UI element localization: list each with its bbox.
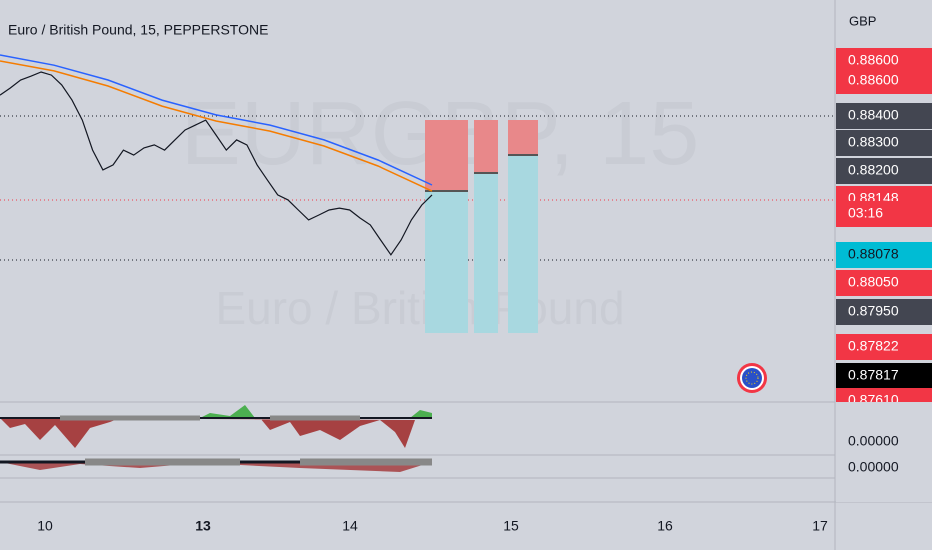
chart-title: Euro / British Pound, 15, PEPPERSTONE <box>8 22 268 38</box>
price-label-text: 0.88300 <box>848 134 899 150</box>
price-line <box>0 71 433 256</box>
price-label-text: 03:16 <box>848 205 883 221</box>
price-label-text: 0.87950 <box>848 303 899 319</box>
price-label: 03:16 <box>836 201 932 227</box>
indicator-label: 0.00000 <box>848 433 899 449</box>
position-boxes <box>425 120 538 333</box>
indicator-2 <box>0 458 432 472</box>
price-label: 0.88200 <box>836 158 932 184</box>
eu-flag <box>737 363 767 393</box>
price-label-text: 0.88078 <box>848 246 899 262</box>
price-label-bg <box>836 68 932 94</box>
stop-zone <box>474 120 498 173</box>
price-label: 0.88050 <box>836 270 932 296</box>
target-zone <box>425 191 468 333</box>
price-label: 0.87817 <box>836 363 932 389</box>
target-zone <box>474 173 498 333</box>
target-zone <box>508 155 538 333</box>
price-label-text: 0.88600 <box>848 52 899 68</box>
price-label: 0.88078 <box>836 242 932 268</box>
time-label: 16 <box>657 518 673 534</box>
indicator-label: 0.00000 <box>848 459 899 475</box>
price-label-bg <box>836 201 932 227</box>
price-label-text: 0.87817 <box>848 367 899 383</box>
price-label-bg <box>836 270 932 296</box>
time-label: 14 <box>342 518 358 534</box>
price-label: 0.88600 <box>836 68 932 94</box>
price-label: 0.88300 <box>836 130 932 156</box>
indicator-1 <box>0 405 432 448</box>
time-label: 10 <box>37 518 53 534</box>
stop-zone <box>508 120 538 155</box>
ema-line <box>0 54 433 186</box>
price-label-bg <box>836 103 932 129</box>
watermark-name: Euro / British Pound <box>215 282 624 334</box>
price-label-text: 0.88600 <box>848 72 899 88</box>
stop-zone <box>425 120 468 191</box>
price-label-text: 0.88050 <box>848 274 899 290</box>
price-label: 0.87822 <box>836 334 932 360</box>
price-label-bg <box>836 158 932 184</box>
price-label-bg <box>836 334 932 360</box>
price-label-text: 0.87822 <box>848 338 899 354</box>
price-label-bg <box>836 130 932 156</box>
currency-label: GBP <box>849 13 876 28</box>
time-label: 13 <box>195 518 211 534</box>
time-label: 17 <box>812 518 828 534</box>
price-label-bg <box>836 363 932 389</box>
price-label-bg <box>836 299 932 325</box>
price-label: 0.87950 <box>836 299 932 325</box>
price-label-bg <box>836 242 932 268</box>
price-label-text: 0.88400 <box>848 107 899 123</box>
axis-clip <box>836 402 932 502</box>
time-label: 15 <box>503 518 519 534</box>
price-label-text: 0.88200 <box>848 162 899 178</box>
price-label: 0.88400 <box>836 103 932 129</box>
ema-line <box>0 60 433 192</box>
